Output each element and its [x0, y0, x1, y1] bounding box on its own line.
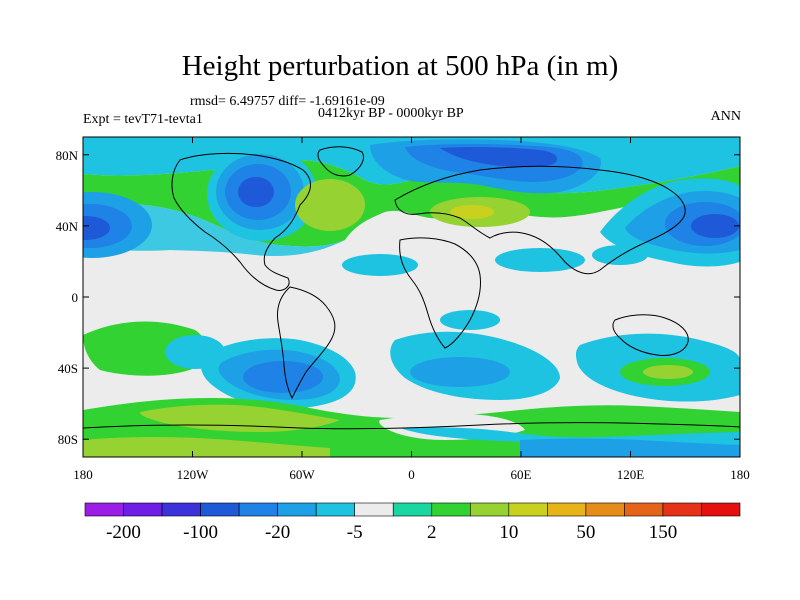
colorbar-swatch — [84, 502, 124, 517]
y-tick-label: 0 — [72, 290, 79, 305]
colorbar-swatch — [238, 502, 278, 517]
x-tick-label: 0 — [408, 467, 415, 482]
contour-sind-lime — [643, 365, 693, 379]
axis-tick-labels: 180 120W 60W 0 60E 120E 180 80N 40N 0 40S 80S — [56, 148, 750, 482]
contour-antarctic-blue-east — [520, 438, 740, 457]
contour-antarctic-lime-base — [83, 437, 330, 457]
colorbar-swatch — [431, 502, 471, 517]
colorbar-swatch — [547, 502, 587, 517]
contour-field — [83, 137, 740, 457]
chart-title: Height perturbation at 500 hPa (in m) — [181, 50, 619, 82]
colorbar-swatch — [354, 502, 394, 517]
coastline-greenland — [317, 146, 364, 177]
colorbar-swatch — [123, 502, 163, 517]
y-tick-label: 80N — [56, 148, 79, 163]
colorbar-label: 50 — [576, 522, 595, 543]
contour-tropical-atlantic — [342, 254, 418, 276]
colorbar-label: -200 — [106, 522, 141, 543]
x-tick-label: 120E — [617, 467, 645, 482]
experiment-label: Expt = tevT71-tevta1 — [83, 112, 203, 127]
stats-text: rmsd= 6.49757 diff= -1.69161e-09 — [190, 94, 385, 109]
colorbar-label: -100 — [183, 522, 218, 543]
contour-med-high-core — [450, 205, 494, 219]
coastline-north-america — [171, 152, 311, 291]
coastline-south-america — [277, 286, 336, 400]
colorbar-swatch — [662, 502, 702, 517]
contour-siberia-core — [440, 146, 558, 168]
contour-tropical-indian — [495, 248, 585, 272]
period-text: 0412kyr BP - 0000kyr BP — [318, 106, 464, 121]
coastlines — [83, 146, 740, 430]
contour-satl-core — [410, 357, 510, 387]
colorbar-swatch — [624, 502, 664, 517]
y-tick-label: 40S — [58, 361, 78, 376]
colorbar-swatch — [200, 502, 240, 517]
colorbar-swatch — [161, 502, 201, 517]
coastline-africa — [399, 237, 481, 349]
coastline-australia — [612, 314, 689, 356]
colorbar-swatch — [701, 502, 741, 517]
y-tick-label: 40N — [56, 219, 79, 234]
x-tick-label: 120W — [177, 467, 210, 482]
colorbar-swatch — [585, 502, 625, 517]
colorbar-label: 150 — [649, 522, 678, 543]
x-tick-label: 60W — [289, 467, 315, 482]
colorbar-label: 10 — [499, 522, 518, 543]
x-tick-label: 180 — [730, 467, 750, 482]
colorbar-label: -20 — [265, 522, 290, 543]
contour-tropical-west-pac — [592, 245, 648, 265]
colorbar-swatch — [277, 502, 317, 517]
contour-atlantic-high — [295, 179, 365, 231]
coastline-antarctica — [83, 422, 740, 430]
x-tick-label: 180 — [73, 467, 93, 482]
colorbar-swatch — [315, 502, 356, 517]
axis-ticks — [82, 137, 741, 457]
season-label: ANN — [710, 109, 741, 124]
contour-nwpac-core — [691, 214, 739, 238]
colorbar — [84, 502, 741, 517]
x-tick-label: 60E — [511, 467, 532, 482]
colorbar-label: -5 — [347, 522, 363, 543]
colorbar-swatch — [508, 502, 548, 517]
coastline-eurasia — [394, 165, 686, 275]
colorbar-swatch — [392, 502, 433, 517]
contour-ne-pacific-inner — [83, 216, 110, 240]
y-tick-label: 80S — [58, 432, 78, 447]
contour-sepac-core — [243, 361, 323, 393]
contour-na-core — [238, 177, 274, 207]
colorbar-swatch — [469, 502, 510, 517]
colorbar-label: 2 — [427, 522, 437, 543]
colorbar-labels: -200 -100 -20 -5 2 10 50 150 — [106, 522, 677, 543]
